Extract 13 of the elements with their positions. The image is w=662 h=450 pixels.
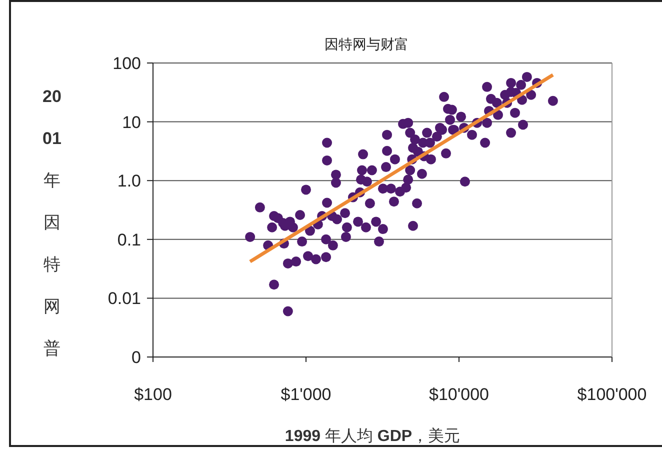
- chart-title: 因特网与财富: [324, 36, 408, 52]
- x-tick-label: $100: [134, 385, 172, 404]
- y-tick-label: 0.01: [108, 289, 141, 308]
- y-tick-label: 0.1: [117, 230, 141, 250]
- y-tick-label: 10: [122, 112, 141, 132]
- x-tick-label: $10'000: [429, 385, 489, 404]
- y-tick-label: 1.0: [117, 172, 141, 191]
- text: 2001年因特网普: [42, 87, 62, 358]
- x-tick-label: $1'000: [280, 385, 332, 404]
- x-axis-title: 1999 年人均 GDP，美元: [284, 427, 460, 445]
- x-tick-label: $100'000: [577, 385, 647, 404]
- y-tick-label: 0: [132, 348, 141, 367]
- y-tick-label: 100: [112, 54, 141, 73]
